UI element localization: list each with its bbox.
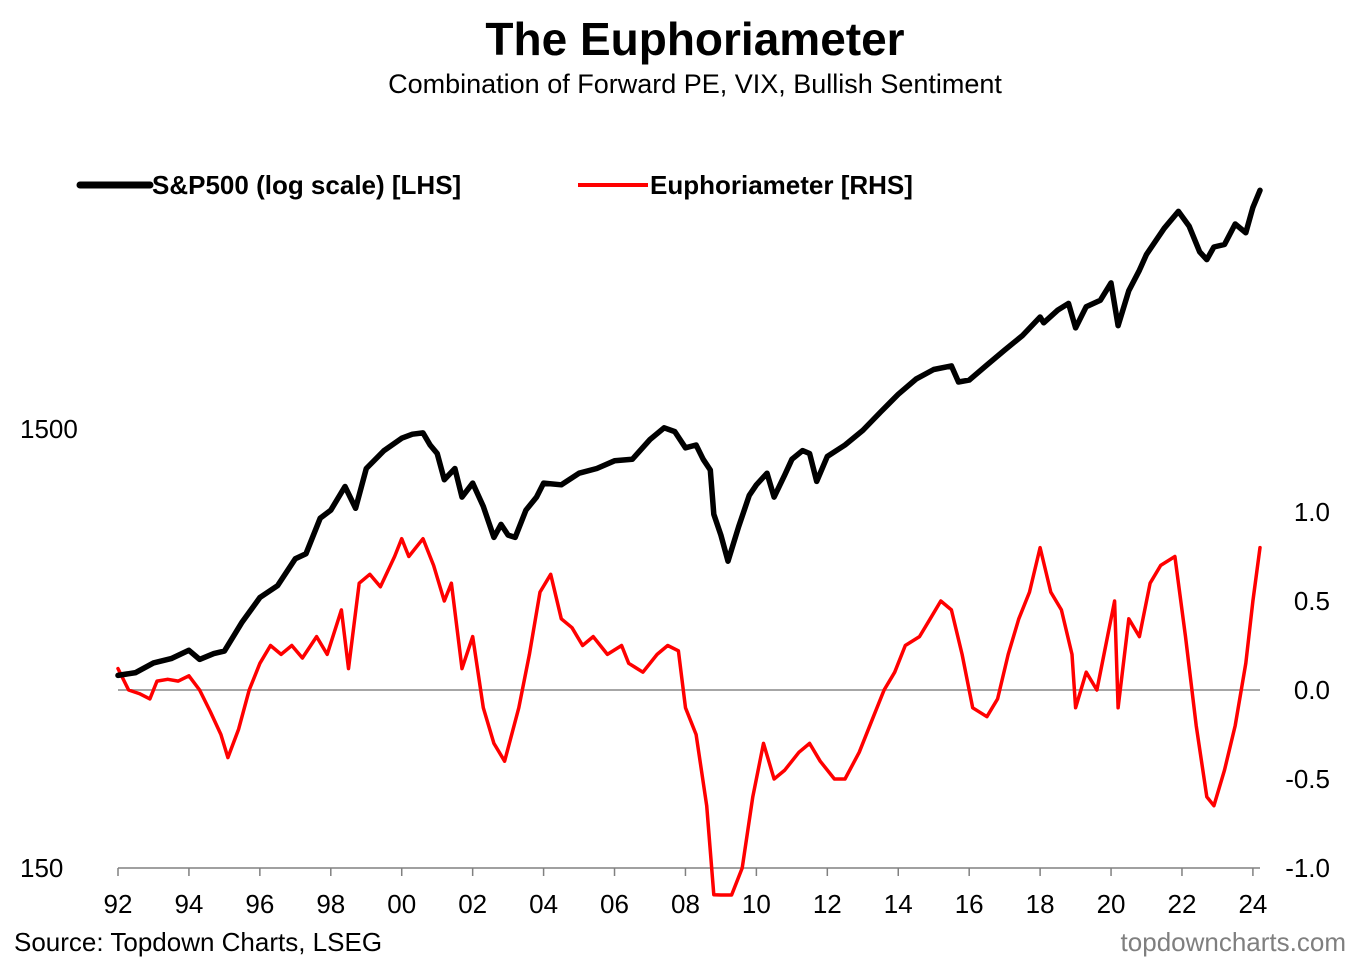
left-axis: 150 1500 (20, 414, 78, 883)
x-tick-label: 12 (813, 889, 842, 919)
x-tick-label: 10 (742, 889, 771, 919)
sp500-line (115, 187, 1263, 679)
x-tick-label: 06 (600, 889, 629, 919)
left-tick-label: 150 (20, 853, 63, 883)
left-tick-label: 1500 (20, 414, 78, 444)
right-tick-label: -0.5 (1285, 764, 1330, 794)
x-tick-label: 14 (884, 889, 913, 919)
x-tick-label: 04 (529, 889, 558, 919)
right-tick-label: 0.0 (1294, 675, 1330, 705)
x-tick-label: 00 (387, 889, 416, 919)
right-axis: 1.0 0.5 0.0 -0.5 -1.0 (1285, 497, 1330, 883)
legend-euphoriameter-label: Euphoriameter [RHS] (650, 170, 913, 200)
x-tick-label: 96 (245, 889, 274, 919)
x-tick-label: 08 (671, 889, 700, 919)
x-tick-label: 22 (1168, 889, 1197, 919)
right-tick-label: 0.5 (1294, 586, 1330, 616)
x-tick-label: 24 (1238, 889, 1267, 919)
x-axis: 92 94 96 98 00 02 04 06 08 10 12 14 16 18 20 22 24 (104, 867, 1267, 919)
x-tick-label: 98 (316, 889, 345, 919)
chart-title: The Euphoriameter (485, 13, 904, 65)
source-note: Source: Topdown Charts, LSEG (14, 927, 382, 957)
x-tick-label: 16 (955, 889, 984, 919)
watermark: topdowncharts.com (1121, 927, 1346, 957)
x-tick-label: 94 (174, 889, 203, 919)
euphoriameter-line (116, 536, 1262, 897)
chart-subtitle: Combination of Forward PE, VIX, Bullish … (388, 69, 1002, 99)
legend-sp500-label: S&P500 (log scale) [LHS] (152, 170, 461, 200)
right-tick-label: -1.0 (1285, 853, 1330, 883)
series-group (115, 187, 1263, 897)
legend: S&P500 (log scale) [LHS] Euphoriameter [… (76, 170, 913, 200)
x-tick-label: 18 (1026, 889, 1055, 919)
x-tick-label: 92 (104, 889, 133, 919)
right-tick-label: 1.0 (1294, 497, 1330, 527)
x-tick-label: 20 (1097, 889, 1126, 919)
x-tick-label: 02 (458, 889, 487, 919)
